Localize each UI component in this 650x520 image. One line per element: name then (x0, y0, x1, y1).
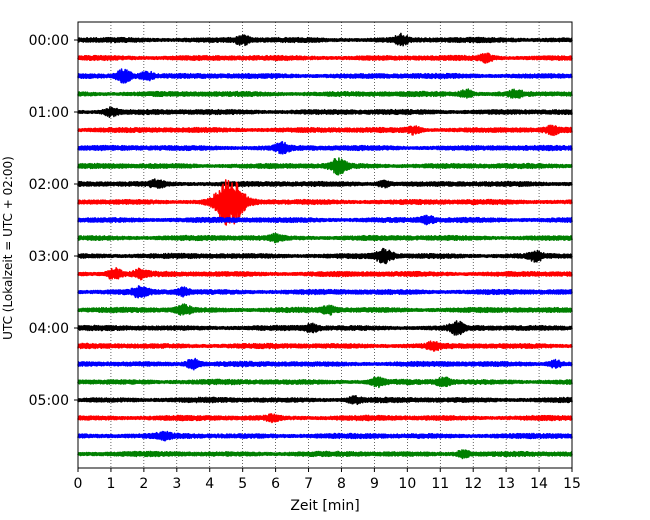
trace-0115 (77, 124, 573, 137)
trace-0000 (77, 32, 573, 47)
x-tick-label-1: 1 (106, 476, 115, 492)
trace-0030 (77, 68, 573, 84)
trace-0045 (77, 88, 573, 99)
x-tick-label-7: 7 (304, 476, 313, 492)
trace-0215 (77, 179, 573, 226)
x-tick-label-13: 13 (497, 476, 515, 492)
trace-0530 (77, 430, 573, 442)
trace-0345 (77, 303, 573, 316)
x-tick-label-9: 9 (370, 476, 379, 492)
trace-series-group (77, 32, 573, 460)
trace-0130 (77, 141, 573, 155)
trace-0100 (77, 106, 573, 119)
x-tick-label-11: 11 (431, 476, 449, 492)
trace-0015 (77, 52, 573, 64)
trace-0430 (77, 357, 573, 371)
x-tick-label-6: 6 (271, 476, 280, 492)
grid-lines (110, 22, 540, 468)
y-tick-label-01:00: 01:00 (29, 105, 69, 121)
x-tick-label-3: 3 (172, 476, 181, 492)
trace-0230 (77, 214, 573, 226)
trace-0500 (77, 395, 573, 406)
x-axis: 0 1 2 3 4 5 6 7 8 9 10 11 12 13 14 15 (74, 468, 581, 492)
x-tick-label-14: 14 (530, 476, 548, 492)
y-axis: 00:00 01:00 02:00 03:00 04:00 05:00 (29, 33, 78, 409)
x-axis-label: Zeit [min] (290, 498, 359, 514)
trace-0145 (77, 157, 573, 176)
trace-0515 (77, 413, 573, 424)
y-tick-label-05:00: 05:00 (29, 393, 69, 409)
trace-0545 (77, 449, 573, 460)
y-tick-label-04:00: 04:00 (29, 321, 69, 337)
trace-0315 (77, 266, 573, 281)
trace-0400 (77, 320, 573, 336)
x-tick-label-15: 15 (563, 476, 581, 492)
x-tick-label-12: 12 (464, 476, 482, 492)
y-tick-label-02:00: 02:00 (29, 177, 69, 193)
y-axis-label: UTC (Lokalzeit = UTC + 02:00) (1, 156, 15, 340)
y-tick-label-03:00: 03:00 (29, 249, 69, 265)
trace-0330 (77, 285, 573, 299)
trace-0300 (77, 247, 573, 265)
y-tick-label-00:00: 00:00 (29, 33, 69, 49)
x-tick-label-0: 0 (74, 476, 83, 492)
x-tick-label-8: 8 (337, 476, 346, 492)
x-tick-label-5: 5 (238, 476, 247, 492)
plot-frame (77, 21, 573, 469)
trace-0445 (77, 376, 573, 389)
trace-0245 (77, 232, 573, 244)
x-tick-label-10: 10 (398, 476, 416, 492)
trace-0415 (77, 340, 573, 352)
trace-0200 (77, 178, 573, 189)
x-tick-label-4: 4 (205, 476, 214, 492)
x-tick-label-2: 2 (139, 476, 148, 492)
